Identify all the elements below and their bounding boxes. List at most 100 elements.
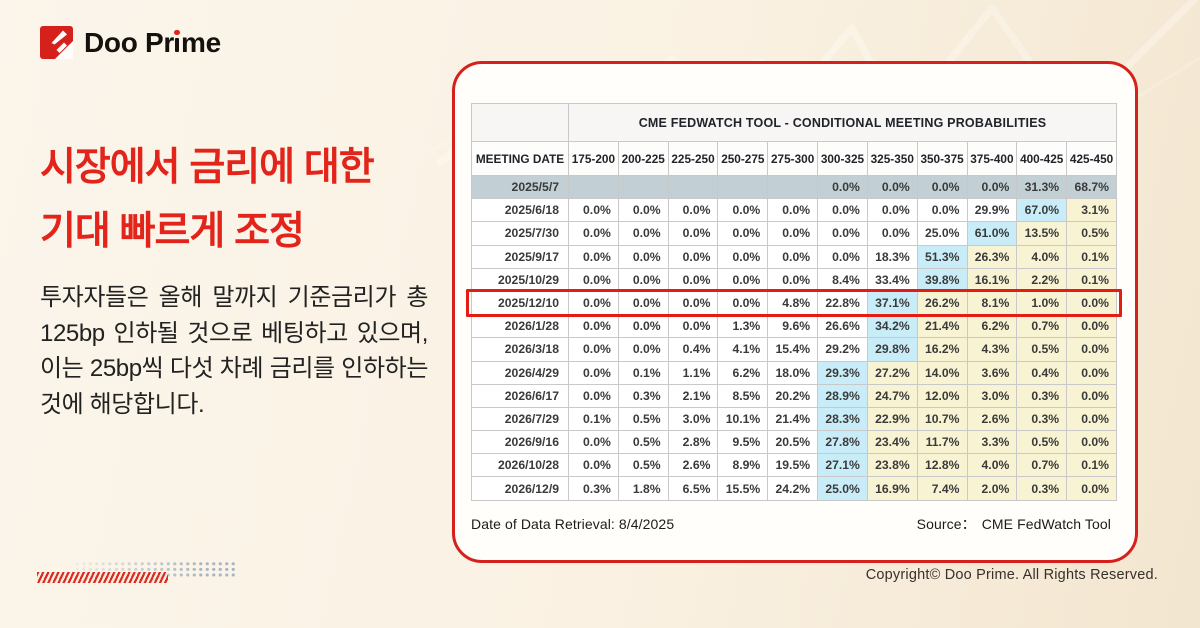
prob-cell: 2.0% [966, 476, 1018, 501]
table-row: 2026/1/28 0.0% 0.0% 0.0% 1.3% 9.6% 26.6% 34.2% 2… [471, 314, 1117, 339]
prob-cell: 0.0% [568, 337, 619, 362]
col-header-rate-range: 175-200 [568, 141, 619, 176]
prob-cell: 39.8% [916, 267, 968, 292]
prob-cell: 29.8% [866, 337, 918, 362]
prob-cell: 0.0% [667, 290, 719, 316]
body-text: 투자자들은 올해 말까지 기준금리가 총 125bp 인하될 것으로 베팅하고 … [40, 284, 428, 418]
prob-cell: 0.5% [617, 430, 669, 455]
prob-cell: 8.9% [717, 453, 769, 478]
prob-cell: 3.3% [966, 430, 1018, 455]
date-cell: 2026/7/29 [471, 406, 569, 432]
prob-cell: 51.3% [916, 244, 968, 269]
doo-prime-logo-text: Doo Pr me [84, 27, 221, 59]
headline: 시장에서 금리에 대한 기대 빠르게 조정 [40, 136, 460, 264]
red-stripe-bar [37, 572, 168, 583]
col-header-rate-range: 375-400 [966, 141, 1018, 176]
prob-cell: 37.1% [866, 290, 918, 316]
prob-cell: 0.0% [617, 244, 669, 269]
col-header-rate-range: 275-300 [767, 141, 819, 176]
prob-cell: 8.5% [717, 383, 769, 408]
prob-cell: 0.7% [1016, 453, 1068, 478]
prob-cell: 6.2% [717, 360, 769, 385]
table-row: 2026/10/28 0.0% 0.5% 2.6% 8.9% 19.5% 27.1% 23.8… [471, 453, 1117, 478]
prob-cell: 25.0% [916, 221, 968, 246]
prob-cell: 0.5% [617, 453, 669, 478]
prob-cell: 16.9% [866, 476, 918, 501]
headline-line-1: 시장에서 금리에 대한 [40, 146, 375, 189]
col-header-rate-range: 350-375 [916, 141, 968, 176]
prob-cell: 1.3% [717, 314, 769, 339]
prob-cell: 27.8% [817, 430, 868, 455]
prob-cell: 68.7% [1066, 174, 1117, 200]
col-header-rate-range: 300-325 [817, 141, 868, 176]
prob-cell: 0.0% [966, 174, 1018, 200]
prob-cell: 0.0% [568, 430, 619, 455]
prob-cell: 3.0% [966, 383, 1018, 408]
card-footer: Date of Data Retrieval: 8/4/2025 Source：… [471, 514, 1111, 534]
prob-cell: 0.0% [767, 221, 819, 246]
prob-cell: 12.8% [916, 453, 968, 478]
prob-cell: 23.8% [866, 453, 918, 478]
prob-cell: 8.4% [817, 267, 868, 292]
prob-cell: 0.0% [767, 198, 819, 223]
prob-cell: 1.1% [667, 360, 719, 385]
prob-cell: 2.8% [667, 430, 719, 455]
halftone-decoration [37, 559, 247, 587]
prob-cell: 1.0% [1016, 290, 1068, 316]
source-value: CME FedWatch Tool [981, 516, 1111, 532]
prob-cell [568, 174, 619, 200]
col-header-rate-range: 325-350 [866, 141, 918, 176]
corner-cell [471, 103, 569, 142]
prob-cell: 26.3% [966, 244, 1018, 269]
prob-cell: 0.1% [1066, 267, 1117, 292]
prob-cell: 0.0% [667, 198, 719, 223]
prob-cell: 0.4% [667, 337, 719, 362]
date-cell: 2026/12/9 [471, 476, 569, 501]
source-label: Source： [916, 516, 976, 532]
prob-cell: 0.0% [767, 244, 819, 269]
prob-cell: 0.0% [568, 244, 619, 269]
prob-cell: 7.4% [916, 476, 968, 501]
source: Source： CME FedWatch Tool [917, 514, 1111, 534]
prob-cell: 0.0% [568, 267, 619, 292]
col-header-rate-range: 250-275 [717, 141, 769, 176]
prob-cell: 34.2% [866, 314, 918, 339]
prob-cell: 0.3% [568, 476, 619, 501]
prob-cell: 0.0% [866, 174, 918, 200]
prob-cell: 0.0% [568, 383, 619, 408]
prob-cell: 15.5% [717, 476, 769, 501]
prob-cell: 13.5% [1016, 221, 1068, 246]
prob-cell: 0.5% [617, 406, 669, 432]
prob-cell: 0.0% [667, 244, 719, 269]
col-header-rate-range: 400-425 [1016, 141, 1068, 176]
fedwatch-table: CME FEDWATCH TOOL - CONDITIONAL MEETING … [471, 103, 1117, 501]
prob-cell: 10.1% [717, 406, 769, 432]
prob-cell: 61.0% [966, 221, 1018, 246]
table-row: 2025/5/7 0.0% 0.0% 0.0% 0.0% 31.3% 68.7% [471, 174, 1117, 200]
prob-cell: 12.0% [916, 383, 968, 408]
prob-cell: 24.2% [767, 476, 819, 501]
retrieval-date: Date of Data Retrieval: 8/4/2025 [471, 516, 675, 532]
date-cell: 2026/3/18 [471, 337, 569, 362]
prob-cell: 2.1% [667, 383, 719, 408]
prob-cell: 8.1% [966, 290, 1018, 316]
prob-cell: 18.0% [767, 360, 819, 385]
prob-cell: 0.0% [916, 174, 968, 200]
prob-cell: 16.1% [966, 267, 1018, 292]
prob-cell: 0.0% [717, 267, 769, 292]
prob-cell: 0.3% [1016, 476, 1068, 501]
prob-cell: 67.0% [1016, 198, 1068, 223]
prob-cell: 14.0% [916, 360, 968, 385]
prob-cell: 6.5% [667, 476, 719, 501]
prob-cell: 3.1% [1066, 198, 1117, 223]
date-cell: 2026/9/16 [471, 430, 569, 455]
prob-cell: 0.0% [866, 198, 918, 223]
prob-cell: 0.0% [717, 198, 769, 223]
prob-cell: 0.0% [667, 267, 719, 292]
prob-cell: 33.4% [866, 267, 918, 292]
prob-cell [767, 174, 819, 200]
prob-cell: 0.5% [1016, 430, 1068, 455]
prob-cell: 4.0% [1016, 244, 1068, 269]
prob-cell: 31.3% [1016, 174, 1068, 200]
